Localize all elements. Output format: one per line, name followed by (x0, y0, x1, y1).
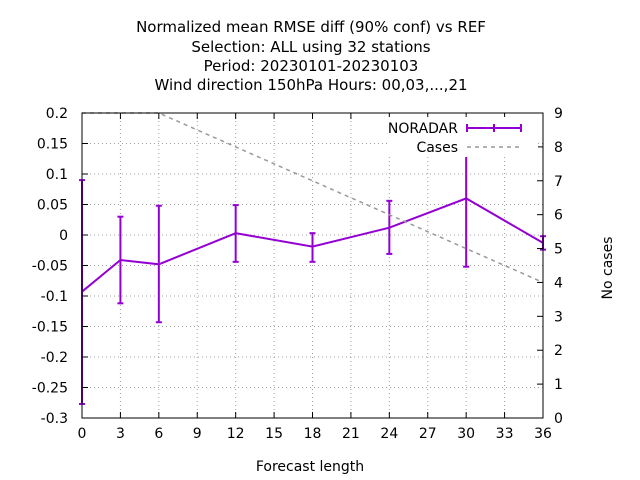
x-tick-label: 12 (227, 426, 245, 442)
x-axis-label: Forecast length (256, 459, 364, 475)
title-line-3: Period: 20230101-20230103 (204, 57, 419, 75)
x-tick-label: 21 (342, 426, 360, 442)
y-left-tick-label: -0.15 (32, 320, 68, 336)
x-tick-label: 33 (496, 426, 514, 442)
y-right-tick-label: 2 (554, 343, 563, 359)
grid (82, 113, 543, 418)
y-left-tick-label: -0.2 (41, 350, 68, 366)
y-left-tick-label: -0.3 (41, 411, 68, 427)
y-right-tick-label: 7 (554, 174, 563, 190)
y-right-tick-label: 0 (554, 411, 563, 427)
y-left-tick-label: 0.05 (37, 198, 68, 214)
y-left-tick-label: 0.1 (46, 167, 68, 183)
x-tick-label: 36 (534, 426, 552, 442)
y-right-tick-label: 5 (554, 242, 563, 258)
x-tick-label: 0 (78, 426, 87, 442)
x-tick-label: 6 (154, 426, 163, 442)
x-tick-label: 18 (304, 426, 322, 442)
y-left-tick-label: -0.1 (41, 289, 68, 305)
x-tick-label: 27 (419, 426, 437, 442)
y-left-tick-label: 0 (59, 228, 68, 244)
title-line-2: Selection: ALL using 32 stations (191, 38, 430, 56)
y-left-tick-label: 0.15 (37, 137, 68, 153)
y-right-tick-label: 6 (554, 208, 563, 224)
y-left-tick-label: 0.2 (46, 106, 68, 122)
y-left-tick-label: -0.25 (32, 381, 68, 397)
y-right-tick-label: 3 (554, 309, 563, 325)
axis-ticks: 0 3 6 9 12 15 18 21 24 27 30 33 360.20.150.10.050-0.… (32, 106, 563, 442)
legend: NORADAR Cases (388, 117, 538, 157)
y-right-tick-label: 9 (554, 106, 563, 122)
y-right-tick-label: 8 (554, 140, 563, 156)
x-tick-label: 15 (265, 426, 283, 442)
title-line-1: Normalized mean RMSE diff (90% conf) vs … (136, 18, 486, 36)
y-left-tick-label: -0.05 (32, 259, 68, 275)
x-tick-label: 30 (457, 426, 475, 442)
x-tick-label: 24 (380, 426, 398, 442)
x-tick-label: 9 (193, 426, 202, 442)
y-axis-right-label: No cases (600, 237, 616, 300)
title-line-4: Wind direction 150hPa Hours: 00,03,...,2… (154, 76, 467, 94)
legend-background (388, 117, 538, 157)
y-right-tick-label: 1 (554, 377, 563, 393)
y-right-tick-label: 4 (554, 275, 563, 291)
legend-label: NORADAR (388, 121, 458, 137)
legend-label: Cases (416, 140, 458, 156)
series-line (81, 197, 544, 293)
chart-title: Normalized mean RMSE diff (90% conf) vs … (136, 18, 486, 94)
x-tick-label: 3 (116, 426, 125, 442)
